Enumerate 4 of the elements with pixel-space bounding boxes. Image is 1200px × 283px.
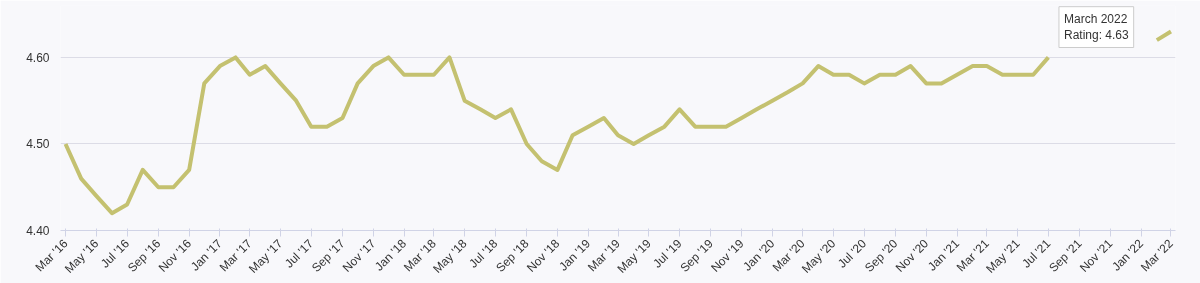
annotation: March 2022 Rating: 4.63 (1063, 11, 1129, 43)
y-tick-label: 4.40 (26, 224, 50, 238)
y-tick-label: 4.60 (26, 50, 50, 65)
y-tick-label: 4.50 (26, 137, 50, 152)
